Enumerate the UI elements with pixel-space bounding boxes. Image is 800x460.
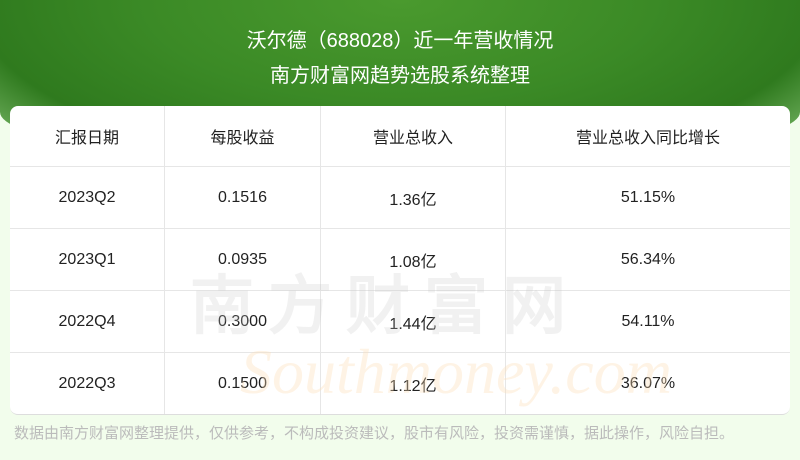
- table-row: 2023Q2 0.1516 1.36亿 51.15%: [10, 167, 790, 229]
- cell-eps: 0.1516: [165, 167, 321, 228]
- cell-growth: 36.07%: [620, 375, 676, 392]
- revenue-table: 汇报日期 每股收益 营业总收入 营业总收入同比增长 2023Q2 0.1516 …: [10, 106, 790, 415]
- cell-date: 2022Q4: [10, 291, 165, 352]
- column-header: 营业总收入同比增长: [575, 130, 720, 147]
- cell-date: 2023Q1: [10, 229, 165, 290]
- cell-date: 2022Q3: [10, 353, 165, 414]
- cell-eps: 0.1500: [165, 353, 321, 414]
- cell-eps: 0.0935: [165, 229, 321, 290]
- cell-growth: 51.15%: [620, 188, 676, 206]
- page-title: 沃尔德（688028）近一年营收情况: [246, 30, 554, 52]
- cell-growth: 56.34%: [620, 250, 676, 268]
- column-header: 每股收益: [165, 106, 321, 166]
- cell-eps: 0.3000: [165, 291, 321, 352]
- cell-growth: 54.11%: [621, 312, 675, 330]
- cell-revenue: 1.08亿: [321, 229, 506, 290]
- disclaimer: 数据由南方财富网整理提供，仅供参考，不构成投资建议，股市有风险，投资需谨慎，据此…: [14, 425, 735, 442]
- cell-revenue: 1.36亿: [321, 167, 506, 228]
- table-row: 2022Q3 0.1500 1.12亿 36.07%: [10, 353, 790, 414]
- column-header: 汇报日期: [10, 106, 165, 166]
- table-row: 2022Q4 0.3000 1.44亿 54.11%: [10, 291, 790, 353]
- cell-revenue: 1.12亿: [321, 353, 506, 414]
- cell-date: 2023Q2: [10, 167, 165, 228]
- cell-revenue: 1.44亿: [321, 291, 506, 352]
- table-header: 汇报日期 每股收益 营业总收入 营业总收入同比增长: [10, 106, 790, 167]
- table-row: 2023Q1 0.0935 1.08亿 56.34%: [10, 229, 790, 291]
- column-header: 营业总收入: [321, 106, 506, 166]
- page-subtitle: 南方财富网趋势选股系统整理: [270, 65, 530, 87]
